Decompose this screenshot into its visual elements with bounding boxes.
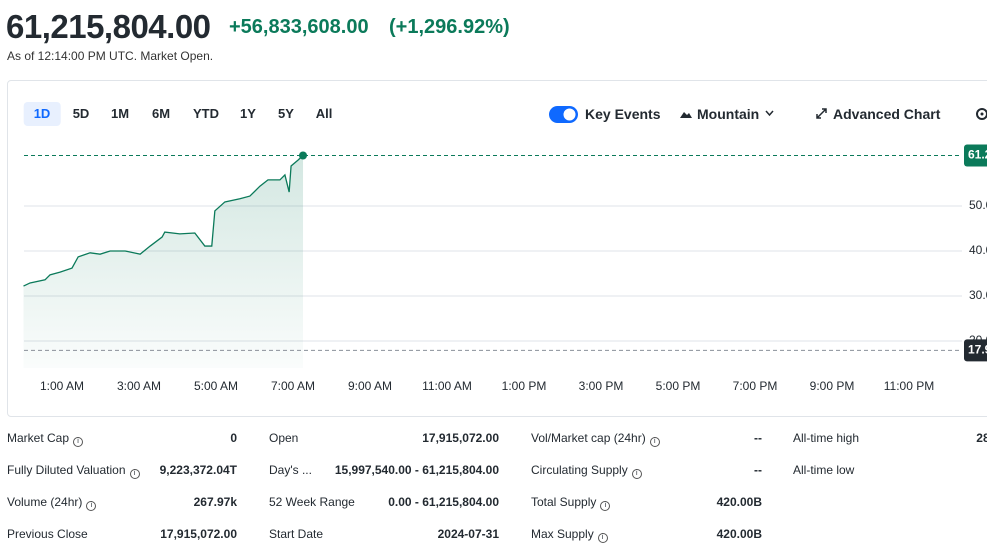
- advanced-chart[interactable]: Advanced Chart: [833, 106, 941, 122]
- stat-value: 267.97k: [193, 495, 237, 509]
- stat-row: Open 17,915,072.00: [269, 430, 499, 446]
- expand-icon: [816, 108, 827, 119]
- x-tick-label: 7:00 AM: [271, 379, 315, 393]
- stat-row: Volume (24hr) i 267.97k: [7, 494, 237, 511]
- y-tick-label: 50.00M: [969, 198, 987, 212]
- info-icon[interactable]: i: [631, 469, 642, 479]
- settings-icon[interactable]: [975, 107, 987, 121]
- stat-label: Max Supply i: [531, 526, 608, 543]
- info-icon[interactable]: i: [597, 533, 608, 543]
- price: 61,215,804.00: [6, 8, 211, 45]
- x-tick-label: 11:00 PM: [884, 379, 934, 393]
- stat-label: Market Cap i: [7, 430, 84, 447]
- end-point: [299, 151, 308, 160]
- x-tick-label: 1:00 PM: [502, 379, 547, 393]
- stat-value: 15,997,540.00 - 61,215,804.00: [334, 463, 499, 477]
- mountain-icon: [680, 112, 692, 118]
- stat-label: Previous Close: [7, 527, 88, 541]
- stat-label: Day's ...: [269, 463, 312, 477]
- stat-label: Vol/Market cap (24hr) i: [531, 430, 660, 447]
- stat-value: 17,915,072.00: [160, 527, 237, 541]
- stat-row: Fully Diluted Valuation i 9,223,372.04T: [7, 462, 237, 479]
- chart: 20.00M30.00M40.00M50.00M1:00 AM3:00 AM5:…: [23, 144, 987, 393]
- stat-label: Open: [269, 431, 299, 445]
- previous-close-badge: [964, 339, 987, 362]
- range-button[interactable]: 1M: [110, 106, 130, 121]
- stat-row: Market Cap i 0: [7, 430, 237, 447]
- range-button[interactable]: 6M: [151, 106, 171, 121]
- price-change-percent: (+1,296.92%): [389, 16, 510, 38]
- x-tick-label: 3:00 PM: [579, 379, 624, 393]
- x-tick-label: 5:00 AM: [194, 379, 238, 393]
- as-of: As of 12:14:00 PM UTC. Market Open.: [7, 49, 214, 63]
- x-tick-label: 5:00 PM: [656, 379, 701, 393]
- stat-row: Total Supply i 420.00B: [531, 494, 762, 511]
- current-price-badge: [964, 144, 987, 167]
- price-change: +56,833,608.00: [229, 16, 369, 38]
- stat-label: Circulating Supply i: [531, 462, 642, 479]
- stat-label: Total Supply i: [531, 494, 611, 511]
- info-icon[interactable]: i: [129, 469, 140, 479]
- range-button[interactable]: 1Y: [240, 106, 256, 121]
- range-button[interactable]: 1D: [23, 102, 61, 126]
- key-events-toggle[interactable]: [549, 106, 578, 123]
- stat-value: 420.00B: [716, 527, 762, 541]
- current-price-label: 61.22M: [968, 148, 987, 162]
- chevron: [765, 110, 774, 117]
- stat-row: Max Supply i 420.00B: [531, 526, 762, 543]
- x-tick-label: 9:00 AM: [348, 379, 392, 393]
- stat-row: Start Date 2024-07-31: [269, 526, 499, 542]
- range-button[interactable]: 5Y: [278, 106, 294, 121]
- y-tick-label: 30.00M: [969, 288, 987, 302]
- stat-value: 28,344,6: [976, 431, 987, 445]
- stat-row: Day's ... 15,997,540.00 - 61,215,804.00: [269, 462, 499, 478]
- stat-label: All-time high: [793, 431, 860, 445]
- stat-value: --: [754, 431, 762, 445]
- chart-panel: [7, 80, 987, 417]
- stat-value: 420.00B: [716, 495, 762, 509]
- stat-value: 2024-07-31: [437, 527, 499, 541]
- area: [23, 155, 304, 368]
- range-button[interactable]: YTD: [193, 106, 219, 121]
- stat-label: 52 Week Range: [269, 495, 355, 509]
- stat-row: All-time low: [793, 462, 987, 478]
- stat-row: Previous Close 17,915,072.00: [7, 526, 237, 542]
- x-tick-label: 3:00 AM: [117, 379, 161, 393]
- info-icon[interactable]: i: [649, 437, 660, 447]
- x-tick-label: 9:00 PM: [810, 379, 855, 393]
- line: [23, 155, 304, 287]
- chart-style[interactable]: Mountain: [697, 106, 760, 122]
- x-tick-label: 7:00 PM: [733, 379, 778, 393]
- stat-value: --: [754, 463, 762, 477]
- stat-label: Start Date: [269, 527, 324, 541]
- range-button[interactable]: 5D: [72, 106, 90, 121]
- info-icon[interactable]: i: [73, 437, 84, 447]
- stat-value: 0.00 - 61,215,804.00: [388, 495, 499, 509]
- stat-label: Fully Diluted Valuation i: [7, 462, 140, 479]
- info-icon[interactable]: i: [600, 501, 611, 511]
- previous-close-label: 17.92M: [968, 343, 987, 357]
- stat-row: All-time high 28,344,6: [793, 430, 987, 446]
- stat-row: 52 Week Range 0.00 - 61,215,804.00: [269, 494, 499, 510]
- stat-value: 17,915,072.00: [422, 431, 499, 445]
- y-tick-label: 40.00M: [969, 243, 987, 257]
- x-tick-label: 1:00 AM: [40, 379, 84, 393]
- stat-value: 9,223,372.04T: [159, 463, 237, 477]
- info-icon[interactable]: i: [86, 501, 97, 511]
- x-tick-label: 11:00 AM: [422, 379, 472, 393]
- stat-row: Vol/Market cap (24hr) i --: [531, 430, 762, 447]
- key-events[interactable]: Key Events: [585, 106, 661, 122]
- stat-label: All-time low: [793, 463, 855, 477]
- stat-value: 0: [230, 431, 237, 445]
- range-button[interactable]: All: [315, 106, 333, 121]
- stat-row: Circulating Supply i --: [531, 462, 762, 479]
- stat-label: Volume (24hr) i: [7, 494, 97, 511]
